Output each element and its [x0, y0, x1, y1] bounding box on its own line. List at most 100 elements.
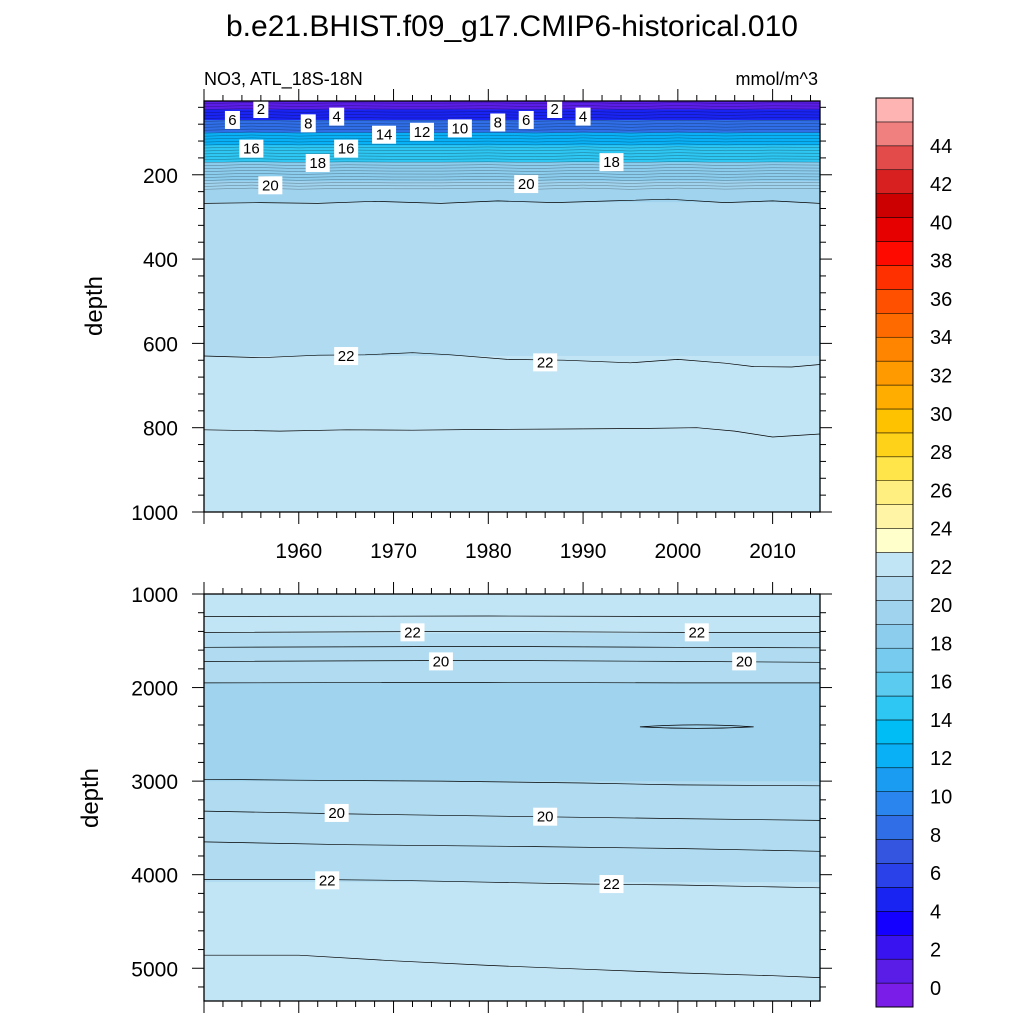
colorbar-swatch: [875, 911, 914, 936]
colorbar-swatch: [875, 504, 914, 529]
contour-label-box: [575, 107, 591, 126]
contour-line: [204, 954, 820, 978]
contour-line: [204, 187, 820, 190]
chart-title: b.e21.BHIST.f09_g17.CMIP6-historical.010: [226, 10, 798, 43]
contour-label: 4: [579, 109, 587, 126]
colorbar-label: 26: [930, 480, 952, 502]
colorbar-swatch: [875, 600, 914, 625]
contour-line: [204, 184, 820, 187]
colorbar-swatch: [875, 695, 914, 721]
contour-line: [204, 102, 820, 104]
colorbar-label: 20: [930, 595, 952, 617]
colorbar-swatch: [875, 384, 914, 410]
contour-label: 20: [328, 805, 345, 822]
colorbar-swatch: [875, 791, 914, 816]
x-tick-label: 1980: [465, 540, 512, 563]
contour-label: 22: [404, 624, 421, 641]
colorbar-swatch: [875, 839, 914, 864]
contour-label-box: [329, 107, 345, 126]
colorbar-swatch: [875, 121, 914, 147]
contour-label-box: [732, 652, 757, 671]
contour-line: [204, 105, 820, 107]
colorbar-swatch: [875, 97, 914, 123]
colorbar-label: 36: [930, 289, 952, 311]
colorbar-swatch: [875, 289, 914, 314]
contour-label-box: [334, 347, 359, 366]
y-tick-label: 5000: [131, 958, 178, 981]
contour-line: [204, 427, 820, 438]
contour-line: [204, 134, 820, 137]
contour-label: 18: [309, 155, 326, 172]
colorbar-swatch: [875, 552, 914, 577]
contour-label-box: [253, 100, 269, 119]
colorbar-label: 16: [930, 672, 952, 694]
top-y-axis-label: depth: [81, 276, 108, 336]
colorbar-swatch: [875, 863, 914, 888]
colorbar-swatch: [875, 671, 914, 697]
colorbar-label: 2: [930, 940, 941, 962]
contour-label-box: [428, 652, 453, 671]
contour-label: 18: [603, 154, 620, 171]
contour-label: 20: [736, 653, 753, 670]
y-tick-label: 3000: [131, 771, 178, 794]
colorbar-swatch: [875, 313, 914, 338]
contour-label: 14: [376, 127, 393, 144]
bottom-panel: 22 22 20 20 20 20 22 22 1000 2000 3000 4000 5000: [131, 582, 832, 1013]
colorbar-swatch: [875, 624, 914, 649]
colorbar-label: 0: [930, 978, 941, 1000]
contour-label-box: [447, 119, 472, 138]
colorbar-swatch: [875, 241, 914, 266]
contour-label-box: [305, 153, 330, 172]
colorbar-swatch: [875, 743, 914, 769]
colorbar-label: 10: [930, 786, 952, 808]
colorbar: 0246810121416182022242628303234363840424…: [875, 97, 952, 1008]
contour-label: 22: [603, 876, 620, 893]
contour-line: [204, 179, 820, 181]
plot-frame: [203, 593, 821, 1002]
x-tick-label: 2010: [749, 540, 796, 563]
contour-label: 22: [537, 354, 554, 371]
y-tick-label: 2000: [131, 678, 178, 701]
y-tick-label: 200: [143, 165, 178, 188]
colorbar-label: 42: [930, 174, 952, 196]
colorbar-label: 14: [930, 710, 952, 732]
contour-line: [204, 131, 820, 134]
y-tick-label: 800: [143, 418, 178, 441]
colorbar-swatch: [875, 982, 914, 1008]
contour-line: [204, 176, 820, 178]
contour-line: [204, 111, 820, 113]
contour-line: [204, 778, 820, 787]
contour-label-box: [490, 113, 506, 132]
colorbar-swatch: [875, 408, 914, 434]
colorbar-swatch: [875, 647, 914, 673]
colorbar-label: 18: [930, 633, 952, 655]
colorbar-label: 40: [930, 212, 952, 234]
contour-label: 20: [262, 177, 279, 194]
x-tick-label: 1970: [370, 540, 417, 563]
contour-label-box: [334, 139, 359, 158]
y-tick-label: 1000: [131, 502, 178, 525]
contour-label-box: [409, 122, 434, 141]
contour-label: 20: [433, 653, 450, 670]
colorbar-swatch: [875, 193, 914, 218]
bottom-y-axis-label: depth: [77, 768, 104, 828]
colorbar-swatch: [875, 887, 914, 912]
plot-frame: [203, 100, 821, 513]
contour-label: 22: [688, 624, 705, 641]
contour-label-box: [372, 125, 397, 144]
colorbar-label: 30: [930, 404, 952, 426]
colorbar-swatch: [875, 576, 914, 601]
colorbar-label: 22: [930, 557, 952, 579]
contour-line: [639, 724, 754, 729]
colorbar-swatch: [875, 719, 914, 745]
contour-line: [204, 137, 820, 140]
top-subtitle-right: mmol/m^3: [736, 69, 818, 89]
contour-line: [204, 198, 820, 204]
contour-label: 22: [338, 348, 355, 365]
colorbar-label: 38: [930, 251, 952, 273]
contour-label: 10: [452, 120, 469, 137]
colorbar-swatch: [875, 815, 914, 840]
y-tick-label: 400: [143, 249, 178, 272]
x-tick-label: 1960: [275, 540, 322, 563]
